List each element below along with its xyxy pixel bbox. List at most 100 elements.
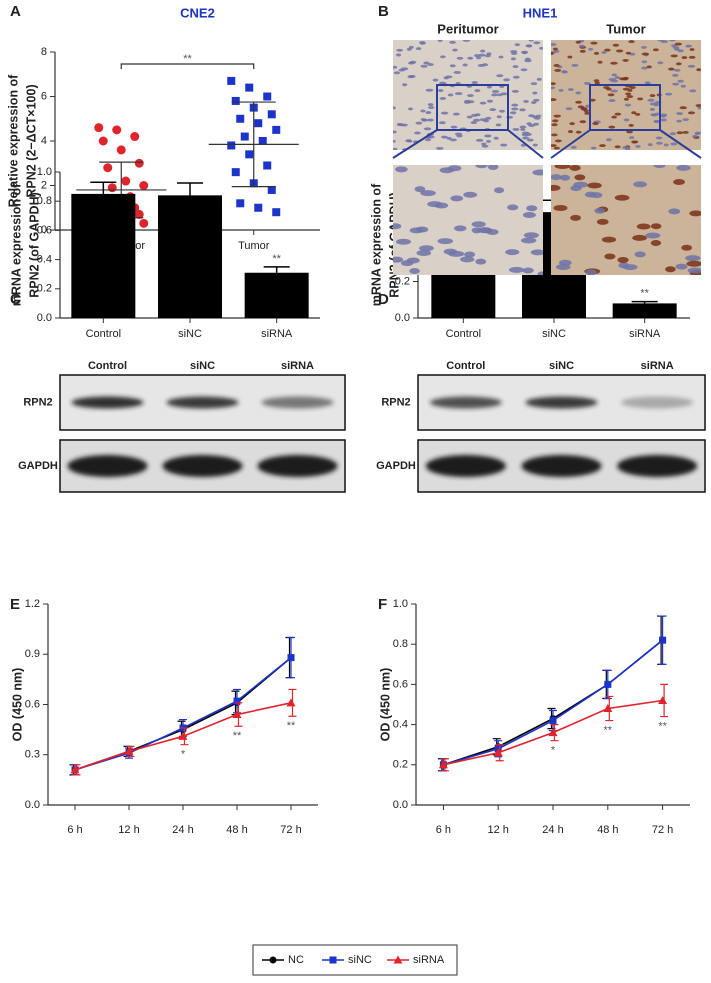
- nucleus: [696, 68, 701, 72]
- marker: [112, 125, 122, 135]
- nucleus: [663, 143, 669, 147]
- y-tick-label: 0.6: [393, 678, 408, 690]
- nucleus: [523, 100, 529, 103]
- nucleus: [396, 53, 402, 57]
- nucleus: [475, 258, 487, 265]
- nucleus: [554, 139, 562, 143]
- nucleus: [614, 112, 622, 116]
- nucleus: [526, 205, 538, 212]
- nucleus: [533, 41, 541, 45]
- nucleus: [437, 40, 443, 42]
- legend-label: siRNA: [413, 954, 445, 966]
- nucleus: [551, 133, 558, 137]
- nucleus: [551, 123, 558, 127]
- blot-band: [261, 396, 334, 409]
- row-label: GAPDH: [18, 460, 58, 472]
- nucleus: [647, 98, 655, 102]
- nucleus: [657, 40, 664, 42]
- row-label: GAPDH: [376, 460, 416, 472]
- marker: [329, 956, 337, 964]
- marker: [548, 728, 558, 737]
- marker: [124, 746, 134, 755]
- nucleus: [608, 125, 616, 129]
- lane-label: Control: [88, 360, 127, 372]
- nucleus: [393, 71, 401, 75]
- row-label: RPN2: [381, 396, 410, 408]
- nucleus: [614, 194, 630, 201]
- nucleus: [689, 210, 701, 217]
- nucleus: [641, 45, 647, 49]
- marker: [134, 209, 144, 219]
- nucleus: [654, 112, 661, 116]
- nucleus: [604, 253, 616, 260]
- nucleus: [614, 145, 621, 149]
- nucleus: [489, 108, 497, 112]
- nucleus: [452, 112, 460, 116]
- nucleus: [682, 118, 689, 122]
- nucleus: [565, 107, 573, 111]
- nucleus: [655, 136, 663, 140]
- marker: [393, 955, 403, 964]
- nucleus: [532, 143, 538, 147]
- nucleus: [525, 44, 533, 48]
- nucleus: [610, 61, 618, 65]
- nucleus: [472, 118, 481, 122]
- nucleus: [520, 68, 528, 72]
- bar: [158, 195, 222, 318]
- zoom-line: [550, 129, 702, 159]
- nucleus: [471, 227, 482, 234]
- nucleus: [408, 61, 415, 65]
- nucleus: [438, 121, 446, 125]
- blot-band: [162, 455, 243, 477]
- lane-label: Control: [446, 360, 485, 372]
- nucleus: [534, 116, 541, 120]
- nucleus: [471, 81, 478, 85]
- blot-band: [67, 455, 148, 477]
- nucleus: [495, 123, 502, 127]
- nucleus: [396, 48, 403, 52]
- nucleus: [528, 40, 534, 42]
- nucleus: [672, 82, 680, 86]
- nucleus: [393, 139, 396, 143]
- nucleus: [427, 63, 434, 66]
- panel-letter: C: [10, 291, 21, 308]
- x-tick-label: siRNA: [629, 328, 661, 340]
- nucleus: [512, 128, 520, 131]
- nucleus: [650, 240, 662, 247]
- nucleus: [393, 106, 396, 110]
- nucleus: [551, 184, 561, 191]
- nucleus: [575, 100, 582, 104]
- nucleus: [435, 146, 444, 150]
- nucleus: [453, 70, 462, 74]
- nucleus: [673, 68, 681, 72]
- y-axis-label: RPN2 (2−ΔCT×100): [24, 84, 38, 197]
- y-tick-label: 0.0: [393, 799, 408, 811]
- blot-band: [521, 455, 602, 477]
- nucleus: [551, 82, 556, 86]
- nucleus: [474, 54, 480, 58]
- y-axis-label: RPN2 (of GAPDH): [27, 192, 41, 298]
- zoom-box: [436, 84, 509, 131]
- nucleus: [588, 47, 594, 51]
- panel-letter: A: [10, 3, 21, 20]
- marker: [603, 704, 613, 713]
- nucleus: [509, 50, 518, 53]
- nucleus: [471, 221, 486, 228]
- nucleus: [427, 135, 435, 139]
- nucleus: [532, 91, 538, 95]
- nucleus: [631, 111, 637, 115]
- significance-label: **: [287, 720, 296, 732]
- nucleus: [611, 73, 618, 77]
- nucleus: [448, 250, 465, 257]
- nucleus: [478, 53, 486, 57]
- x-tick-label: 6 h: [67, 824, 82, 836]
- x-tick-label: 72 h: [652, 824, 673, 836]
- nucleus: [456, 56, 464, 60]
- nucleus: [633, 140, 639, 144]
- row-label: RPN2: [23, 396, 52, 408]
- bar: [244, 272, 309, 318]
- nucleus: [481, 144, 489, 148]
- marker: [236, 199, 245, 208]
- nucleus: [475, 56, 482, 60]
- nucleus: [625, 92, 632, 96]
